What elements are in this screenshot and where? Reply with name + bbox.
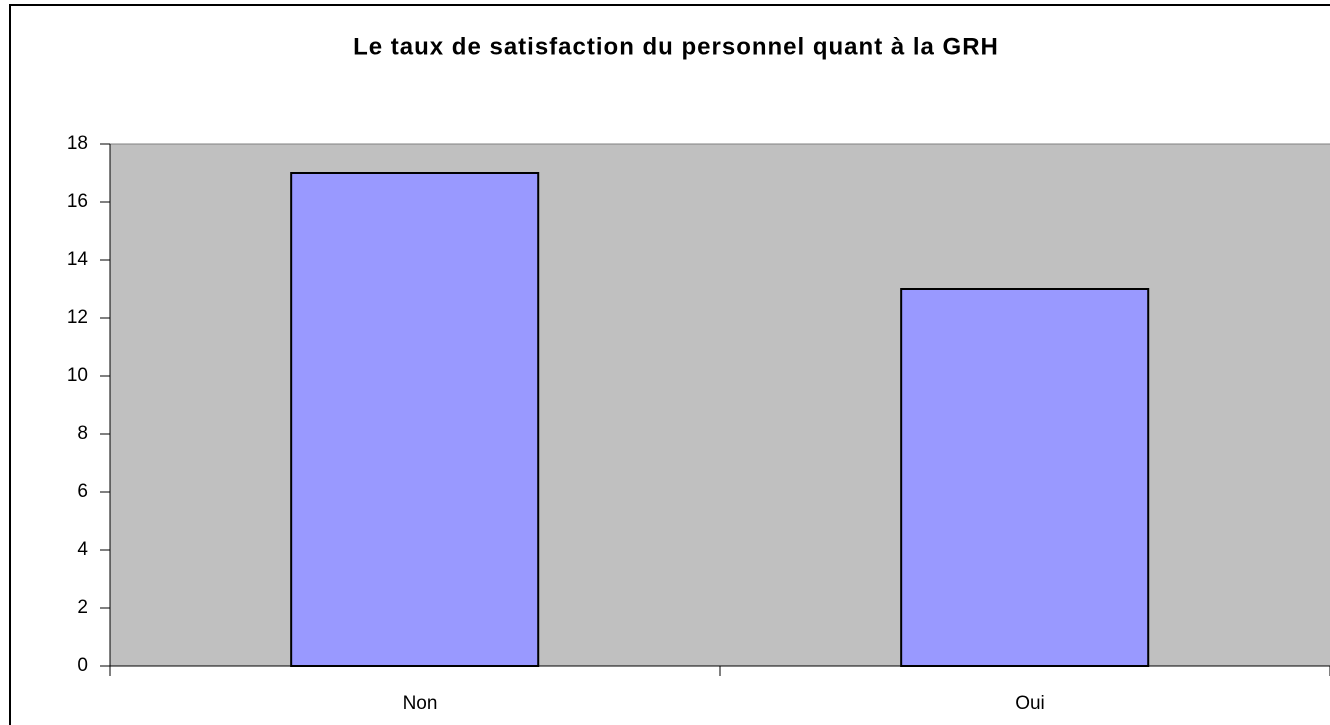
x-tick-label: Non [403, 693, 438, 714]
y-tick-label: 12 [67, 307, 88, 328]
chart-title: Le taux de satisfaction du personnel qua… [353, 33, 999, 60]
bar [900, 288, 1150, 667]
bar [290, 172, 540, 667]
y-tick-label: 4 [77, 539, 88, 560]
y-tick-label: 2 [77, 597, 88, 618]
x-tick-label: Oui [1015, 693, 1045, 714]
y-tick-label: 0 [77, 655, 88, 676]
y-tick-label: 10 [67, 365, 88, 386]
y-tick-label: 8 [77, 423, 88, 444]
y-tick-label: 14 [67, 249, 89, 270]
y-tick-label: 16 [67, 191, 88, 212]
y-tick-label: 18 [67, 133, 88, 154]
y-tick-label: 6 [77, 481, 88, 502]
